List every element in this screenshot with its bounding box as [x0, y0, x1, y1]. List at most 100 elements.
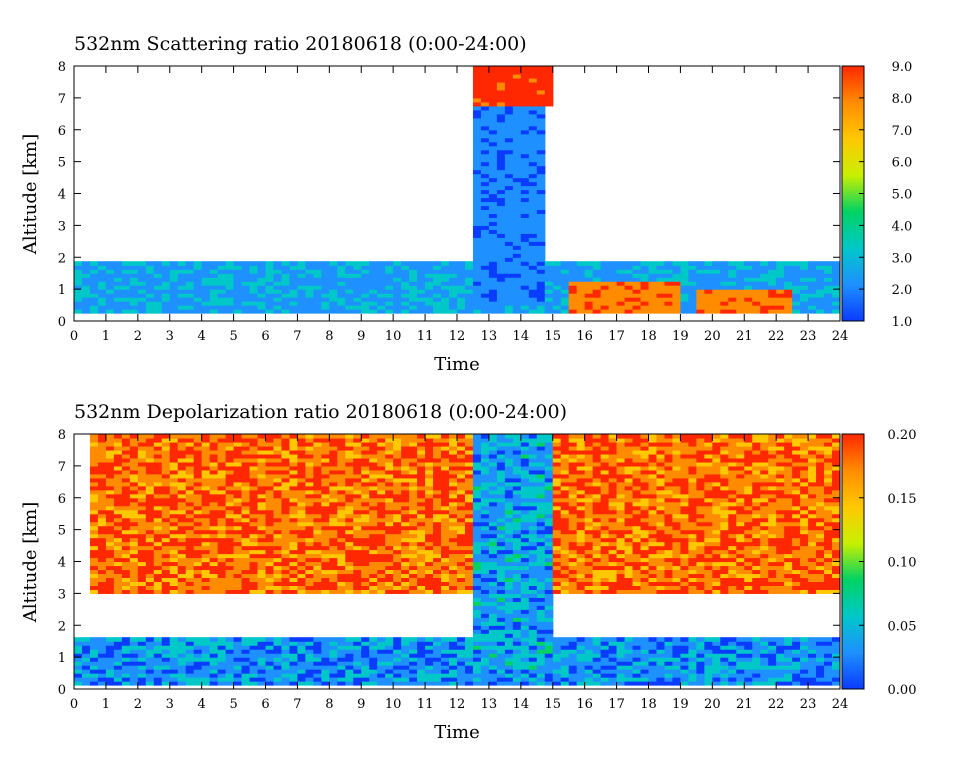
heatmap-cell	[441, 577, 450, 583]
heatmap-cell	[281, 681, 291, 686]
heatmap-cell	[129, 677, 139, 682]
heatmap-cell	[417, 434, 426, 439]
heatmap-cell	[544, 617, 554, 622]
heatmap-cell	[401, 261, 410, 266]
heatmap-cell	[520, 233, 530, 238]
heatmap-cell	[712, 269, 721, 274]
heatmap-cell	[648, 289, 658, 294]
heatmap-cell	[472, 293, 482, 298]
heatmap-cell	[273, 557, 283, 563]
heatmap-cell	[313, 541, 322, 547]
heatmap-cell	[385, 521, 394, 527]
heatmap-cell	[369, 545, 378, 551]
heatmap-cell	[488, 141, 498, 147]
heatmap-cell	[121, 681, 131, 686]
heatmap-cell	[345, 545, 354, 551]
heatmap-cell	[512, 181, 522, 187]
heatmap-cell	[504, 437, 514, 443]
heatmap-cell	[401, 649, 410, 654]
heatmap-cell	[457, 549, 466, 555]
heatmap-cell	[105, 509, 115, 515]
heatmap-cell	[496, 189, 506, 195]
heatmap-cell	[97, 557, 107, 563]
heatmap-cell	[480, 73, 490, 79]
heatmap-cell	[81, 301, 91, 306]
heatmap-cell	[329, 305, 338, 310]
heatmap-cell	[520, 549, 530, 555]
heatmap-cell	[225, 305, 235, 310]
heatmap-cell	[113, 505, 123, 511]
heatmap-cell	[449, 309, 458, 314]
heatmap-cell	[480, 189, 490, 195]
heatmap-cell	[377, 297, 386, 302]
heatmap-cell	[672, 285, 682, 290]
heatmap-cell	[273, 281, 283, 286]
heatmap-cell	[193, 641, 203, 646]
heatmap-cell	[552, 293, 562, 298]
heatmap-cell	[329, 677, 338, 682]
heatmap-cell	[464, 589, 474, 594]
heatmap-cell	[760, 309, 769, 314]
heatmap-cell	[472, 509, 482, 515]
heatmap-cell	[464, 529, 474, 535]
heatmap-cell	[464, 457, 474, 463]
heatmap-cell	[321, 557, 330, 563]
heatmap-cell	[321, 645, 330, 650]
heatmap-cell	[281, 497, 291, 503]
heatmap-cell	[704, 285, 713, 290]
heatmap-cell	[353, 465, 362, 471]
heatmap-cell	[273, 549, 283, 555]
heatmap-cell	[480, 253, 490, 258]
heatmap-cell	[129, 493, 139, 499]
heatmap-cell	[273, 497, 283, 503]
heatmap-cell	[369, 281, 378, 286]
heatmap-cell	[369, 301, 378, 306]
heatmap-cell	[496, 449, 506, 455]
heatmap-cell	[425, 649, 434, 654]
heatmap-cell	[504, 305, 514, 310]
heatmap-cell	[353, 661, 362, 666]
heatmap-cell	[89, 673, 99, 678]
heatmap-cell	[417, 533, 426, 539]
heatmap-cell	[305, 573, 314, 579]
heatmap-cell	[113, 561, 123, 567]
heatmap-cell	[760, 273, 769, 278]
heatmap-cell	[552, 645, 562, 650]
heatmap-cell	[512, 133, 522, 139]
heatmap-cell	[377, 545, 386, 551]
heatmap-cell	[385, 641, 394, 646]
heatmap-cell	[129, 517, 139, 523]
heatmap-cell	[137, 537, 147, 543]
heatmap-cell	[480, 281, 490, 286]
heatmap-cell	[504, 541, 514, 547]
heatmap-cell	[520, 489, 530, 495]
heatmap-cell	[113, 261, 123, 266]
heatmap-cell	[377, 437, 386, 443]
heatmap-cell	[153, 469, 163, 475]
heatmap-cell	[113, 573, 123, 579]
heatmap-cell	[592, 281, 602, 286]
heatmap-cell	[217, 541, 227, 547]
heatmap-cell	[281, 437, 291, 443]
heatmap-cell	[121, 273, 131, 278]
heatmap-cell	[121, 585, 131, 590]
heatmap-cell	[241, 449, 251, 455]
heatmap-cell	[145, 273, 155, 278]
heatmap-cell	[329, 577, 338, 583]
heatmap-cell	[520, 633, 530, 638]
heatmap-cell	[496, 281, 506, 286]
chart-title: 532nm Scattering ratio 20180618 (0:00-24…	[74, 33, 527, 55]
heatmap-cell	[496, 269, 506, 274]
heatmap-cell	[74, 269, 83, 274]
heatmap-cell	[113, 461, 123, 467]
heatmap-cell	[441, 549, 450, 555]
heatmap-cell	[257, 305, 267, 310]
heatmap-cell	[281, 457, 291, 463]
heatmap-cell	[129, 537, 139, 543]
heatmap-cell	[209, 309, 219, 314]
heatmap-cell	[752, 277, 761, 282]
heatmap-cell	[417, 645, 426, 650]
heatmap-cell	[520, 97, 530, 103]
heatmap-cell	[113, 269, 123, 274]
heatmap-cell	[105, 309, 115, 314]
